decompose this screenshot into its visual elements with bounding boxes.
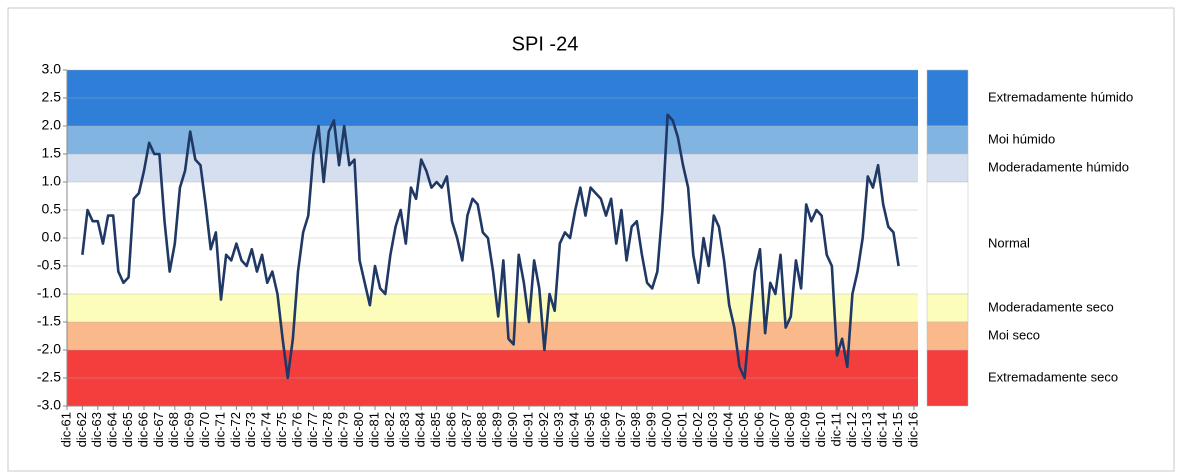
- legend-swatch: [926, 125, 969, 155]
- x-tick-label: dic-82: [382, 412, 397, 447]
- x-tick-label: dic-00: [659, 412, 674, 447]
- x-tick-label: dic-01: [674, 412, 689, 447]
- x-tick-label: dic-90: [505, 412, 520, 447]
- x-tick-label: dic-78: [320, 412, 335, 447]
- y-tick-label: -1.5: [37, 313, 61, 329]
- x-tick-label: dic-04: [721, 412, 736, 447]
- x-tick-label: dic-07: [767, 412, 782, 447]
- y-tick-label: 1.0: [42, 173, 62, 189]
- band: [67, 154, 918, 182]
- band: [67, 322, 918, 350]
- legend-label: Normal: [988, 235, 1030, 250]
- series-line: [81, 113, 900, 380]
- x-tick-label: dic-97: [613, 412, 628, 447]
- x-tick-label: dic-94: [567, 412, 582, 447]
- x-tick-label: dic-13: [859, 412, 874, 447]
- legend-label: Extremadamente húmido: [988, 89, 1133, 104]
- x-tick-label: dic-66: [135, 412, 150, 447]
- x-tick-label: dic-08: [782, 412, 797, 447]
- band: [67, 126, 918, 154]
- x-tick-label: dic-75: [274, 412, 289, 447]
- x-tick-label: dic-89: [490, 412, 505, 447]
- x-tick-label: dic-14: [875, 412, 890, 447]
- y-tick-label: -2.0: [37, 341, 61, 357]
- x-tick-label: dic-91: [520, 412, 535, 447]
- x-tick-label: dic-11: [828, 412, 843, 446]
- y-tick-label: -0.5: [37, 257, 61, 273]
- x-tick-label: dic-98: [628, 412, 643, 447]
- x-tick-label: dic-79: [336, 412, 351, 447]
- x-tick-label: dic-02: [690, 412, 705, 447]
- x-tick-label: dic-03: [705, 412, 720, 447]
- legend-label: Moi húmido: [988, 131, 1055, 146]
- x-tick-label: dic-70: [197, 412, 212, 447]
- x-tick-label: dic-65: [120, 412, 135, 447]
- legend-label: Moderadamente húmido: [988, 159, 1129, 174]
- legend-label: Moderadamente seco: [988, 299, 1114, 314]
- y-tick-label: -3.0: [37, 397, 61, 413]
- legend-swatch: [926, 153, 969, 183]
- x-tick-label: dic-64: [105, 412, 120, 447]
- legend-swatch: [926, 293, 969, 323]
- y-tick-label: 3.0: [42, 61, 62, 77]
- x-tick-label: dic-85: [428, 412, 443, 447]
- x-tick-label: dic-12: [844, 412, 859, 447]
- legend-swatch: [926, 181, 969, 295]
- x-tick-label: dic-80: [351, 412, 366, 447]
- x-tick-label: dic-96: [597, 412, 612, 447]
- x-tick-label: dic-76: [289, 412, 304, 447]
- x-tick-label: dic-06: [751, 412, 766, 447]
- x-tick-label: dic-15: [890, 412, 905, 447]
- legend-swatch: [926, 69, 969, 127]
- y-tick-label: 0.5: [42, 201, 62, 217]
- x-tick-label: dic-93: [551, 412, 566, 447]
- x-tick-label: dic-71: [212, 412, 227, 447]
- x-tick-label: dic-10: [813, 412, 828, 447]
- legend-label: Moi seco: [988, 327, 1040, 342]
- x-tick-label: dic-99: [644, 412, 659, 447]
- x-tick-label: dic-05: [736, 412, 751, 447]
- x-tick-label: dic-62: [74, 412, 89, 447]
- x-tick-label: dic-77: [305, 412, 320, 447]
- legend-swatch: [926, 321, 969, 351]
- band: [67, 294, 918, 322]
- y-tick-label: -1.0: [37, 285, 61, 301]
- x-tick-label: dic-81: [366, 412, 381, 447]
- y-tick-label: 2.0: [42, 117, 62, 133]
- x-tick-label: dic-92: [536, 412, 551, 447]
- x-tick-label: dic-86: [443, 412, 458, 447]
- y-tick-label: 0.0: [42, 229, 62, 245]
- x-tick-label: dic-74: [259, 412, 274, 447]
- x-tick-label: dic-68: [166, 412, 181, 447]
- legend-swatch: [926, 349, 969, 407]
- x-tick-label: dic-87: [459, 412, 474, 447]
- x-tick-label: dic-84: [413, 412, 428, 447]
- x-tick-label: dic-72: [228, 412, 243, 447]
- chart-title: SPI -24: [512, 33, 579, 55]
- y-tick-label: 1.5: [42, 145, 62, 161]
- x-tick-label: dic-67: [151, 412, 166, 447]
- y-tick-label: 2.5: [42, 89, 62, 105]
- x-tick-label: dic-95: [582, 412, 597, 447]
- y-tick-label: -2.5: [37, 369, 61, 385]
- x-tick-label: dic-16: [905, 412, 920, 447]
- x-tick-label: dic-69: [182, 412, 197, 447]
- x-tick-label: dic-88: [474, 412, 489, 447]
- x-tick-label: dic-61: [58, 412, 73, 447]
- x-tick-label: dic-09: [798, 412, 813, 447]
- x-tick-label: dic-63: [89, 412, 104, 447]
- x-tick-label: dic-83: [397, 412, 412, 447]
- x-tick-label: dic-73: [243, 412, 258, 447]
- legend-label: Extremadamente seco: [988, 369, 1118, 384]
